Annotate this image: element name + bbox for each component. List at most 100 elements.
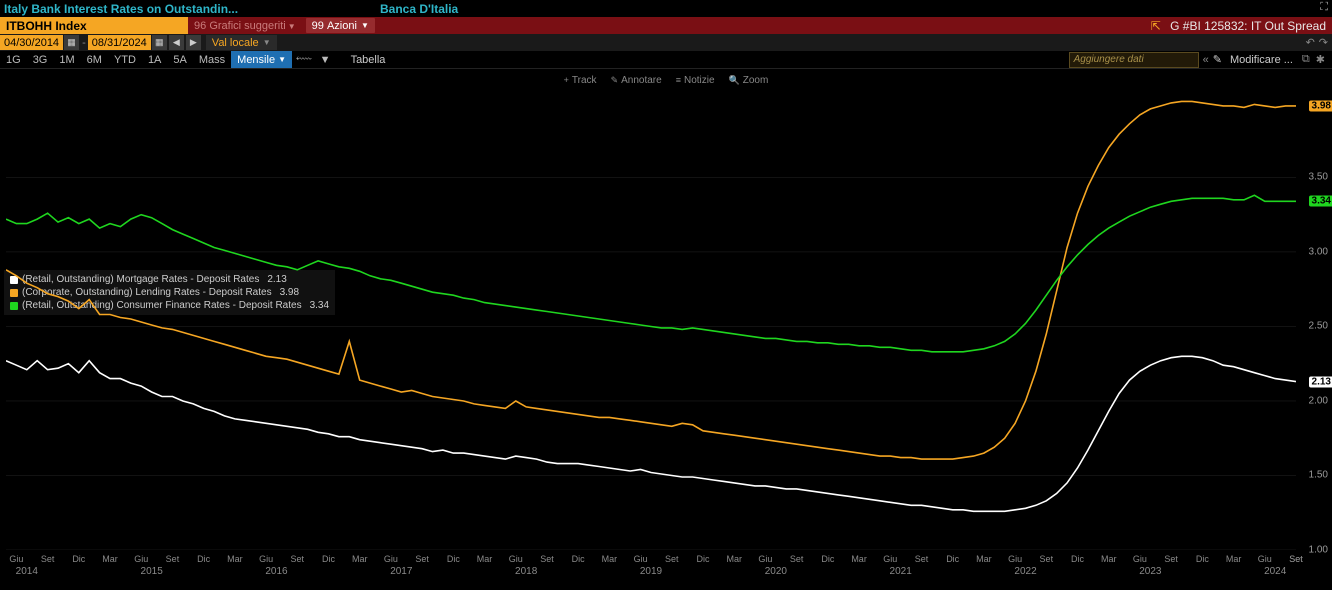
actions-dropdown[interactable]: 99 Azioni▼ [306, 18, 375, 33]
x-year-label: 2014 [16, 566, 38, 577]
x-month-label: Mar [1226, 554, 1242, 564]
x-month-label: Mar [1101, 554, 1117, 564]
tool-annotare-button[interactable]: ✎ Annotare [611, 75, 662, 86]
chart-style-icon[interactable]: ▼ [316, 51, 335, 68]
date-bar: 04/30/2014 ▦ - 08/31/2024 ▦ ◀ ▶ Val loca… [0, 34, 1332, 51]
chart-type-icon[interactable]: ⬳ [292, 51, 316, 68]
range-3g-button[interactable]: 3G [27, 51, 54, 68]
x-year-label: 2020 [765, 566, 787, 577]
x-month-label: Set [665, 554, 679, 564]
x-month-label: Set [540, 554, 554, 564]
chevron-down-icon: ▼ [263, 38, 271, 47]
data-source: Banca D'Italia [380, 2, 458, 16]
undo-icon[interactable]: ↶ [1306, 36, 1315, 49]
x-month-label: Set [166, 554, 180, 564]
x-month-label: Set [915, 554, 929, 564]
chevron-down-icon: ▼ [278, 55, 286, 64]
x-month-label: Dic [697, 554, 710, 564]
value-badge: 3.34 [1309, 196, 1332, 207]
x-month-label: Set [415, 554, 429, 564]
next-button[interactable]: ▶ [186, 35, 201, 50]
title-bar: Italy Bank Interest Rates on Outstandin.… [0, 0, 1332, 17]
y-tick-label: 2.00 [1309, 395, 1328, 406]
x-year-label: 2023 [1139, 566, 1161, 577]
value-badge: 2.13 [1309, 376, 1332, 387]
x-year-label: 2016 [265, 566, 287, 577]
popout-icon[interactable]: ⇱ [1151, 19, 1161, 33]
y-tick-label: 3.00 [1309, 246, 1328, 257]
y-tick-label: 3.50 [1309, 172, 1328, 183]
x-month-label: Giu [634, 554, 648, 564]
x-month-label: Mar [851, 554, 867, 564]
x-month-label: Set [41, 554, 55, 564]
reference-label: ⇱ G #BI 125832: IT Out Spread [1151, 19, 1326, 33]
x-year-label: 2017 [390, 566, 412, 577]
edit-icon[interactable]: ✎ [1213, 53, 1222, 66]
settings-icon[interactable]: ✱ [1316, 53, 1325, 66]
range-mass-button[interactable]: Mass [193, 51, 231, 68]
x-month-label: Mar [227, 554, 243, 564]
add-data-input[interactable]: Aggiungere dati [1069, 52, 1199, 68]
y-tick-label: 1.50 [1309, 470, 1328, 481]
date-to-input[interactable]: 08/31/2024 [88, 35, 151, 50]
x-month-label: Mar [102, 554, 118, 564]
layers-icon[interactable]: ⧉ [1302, 53, 1310, 66]
x-month-label: Dic [1071, 554, 1084, 564]
prev-button[interactable]: ◀ [169, 35, 184, 50]
chevron-down-icon: ▼ [361, 21, 369, 30]
x-month-label: Dic [322, 554, 335, 564]
x-month-label: Giu [1133, 554, 1147, 564]
range-ytd-button[interactable]: YTD [108, 51, 142, 68]
x-month-label: Dic [447, 554, 460, 564]
range-6m-button[interactable]: 6M [81, 51, 108, 68]
date-from-input[interactable]: 04/30/2014 [0, 35, 63, 50]
x-axis: Giu Set Dic Mar 2014 Giu Set Dic Mar 2015 Giu Set Di… [6, 552, 1296, 586]
x-month-label: Dic [1196, 554, 1209, 564]
range-1g-button[interactable]: 1G [0, 51, 27, 68]
suggested-charts-button[interactable]: 96 Grafici suggeriti▼ [188, 20, 302, 32]
x-month-label: Set [790, 554, 804, 564]
x-year-label: 2022 [1014, 566, 1036, 577]
y-tick-label: 1.00 [1309, 545, 1328, 556]
x-year-label: 2018 [515, 566, 537, 577]
range-5a-button[interactable]: 5A [167, 51, 192, 68]
x-month-label: Giu [384, 554, 398, 564]
calendar-icon[interactable]: ▦ [152, 35, 167, 50]
x-month-label: Giu [134, 554, 148, 564]
tool-track-button[interactable]: + Track [564, 75, 597, 86]
y-tick-label: 2.50 [1309, 321, 1328, 332]
range-1m-button[interactable]: 1M [53, 51, 80, 68]
x-month-label: Giu [9, 554, 23, 564]
x-month-label: Mar [726, 554, 742, 564]
x-month-label: Giu [883, 554, 897, 564]
modify-button[interactable]: Modificare ... [1230, 54, 1293, 66]
redo-icon[interactable]: ↷ [1319, 36, 1328, 49]
x-month-label: Giu [509, 554, 523, 564]
chevron-down-icon: ▼ [288, 22, 296, 31]
x-month-label: Mar [976, 554, 992, 564]
x-month-label: Giu [1258, 554, 1272, 564]
x-month-label: Giu [1008, 554, 1022, 564]
x-month-label: Set [1164, 554, 1178, 564]
maximize-icon[interactable]: ⛶ [1320, 1, 1328, 14]
chevron-left-icon[interactable]: « [1203, 54, 1209, 66]
tool-zoom-button[interactable]: 🔍 Zoom [729, 75, 769, 86]
chart-tools: + Track ✎ Annotare ≡ Notizie 🔍 Zoom [0, 72, 1332, 88]
calendar-icon[interactable]: ▦ [64, 35, 79, 50]
x-month-label: Set [291, 554, 305, 564]
table-tab[interactable]: Tabella [343, 54, 394, 66]
x-month-label: Set [1040, 554, 1054, 564]
x-month-label: Dic [821, 554, 834, 564]
x-month-label: Giu [259, 554, 273, 564]
x-month-label: Dic [946, 554, 959, 564]
range-1a-button[interactable]: 1A [142, 51, 167, 68]
tool-notizie-button[interactable]: ≡ Notizie [676, 75, 715, 86]
page-title: Italy Bank Interest Rates on Outstandin.… [0, 2, 238, 16]
currency-dropdown[interactable]: Val locale▼ [206, 35, 277, 50]
y-axis: 1.001.502.002.503.003.502.133.983.34 [1298, 88, 1332, 550]
chart-area[interactable] [6, 88, 1296, 550]
x-year-label: 2019 [640, 566, 662, 577]
ticker-box[interactable]: ITBOHH Index [0, 17, 188, 34]
x-year-label: 2015 [141, 566, 163, 577]
period-mensile-button[interactable]: Mensile▼ [231, 51, 292, 68]
